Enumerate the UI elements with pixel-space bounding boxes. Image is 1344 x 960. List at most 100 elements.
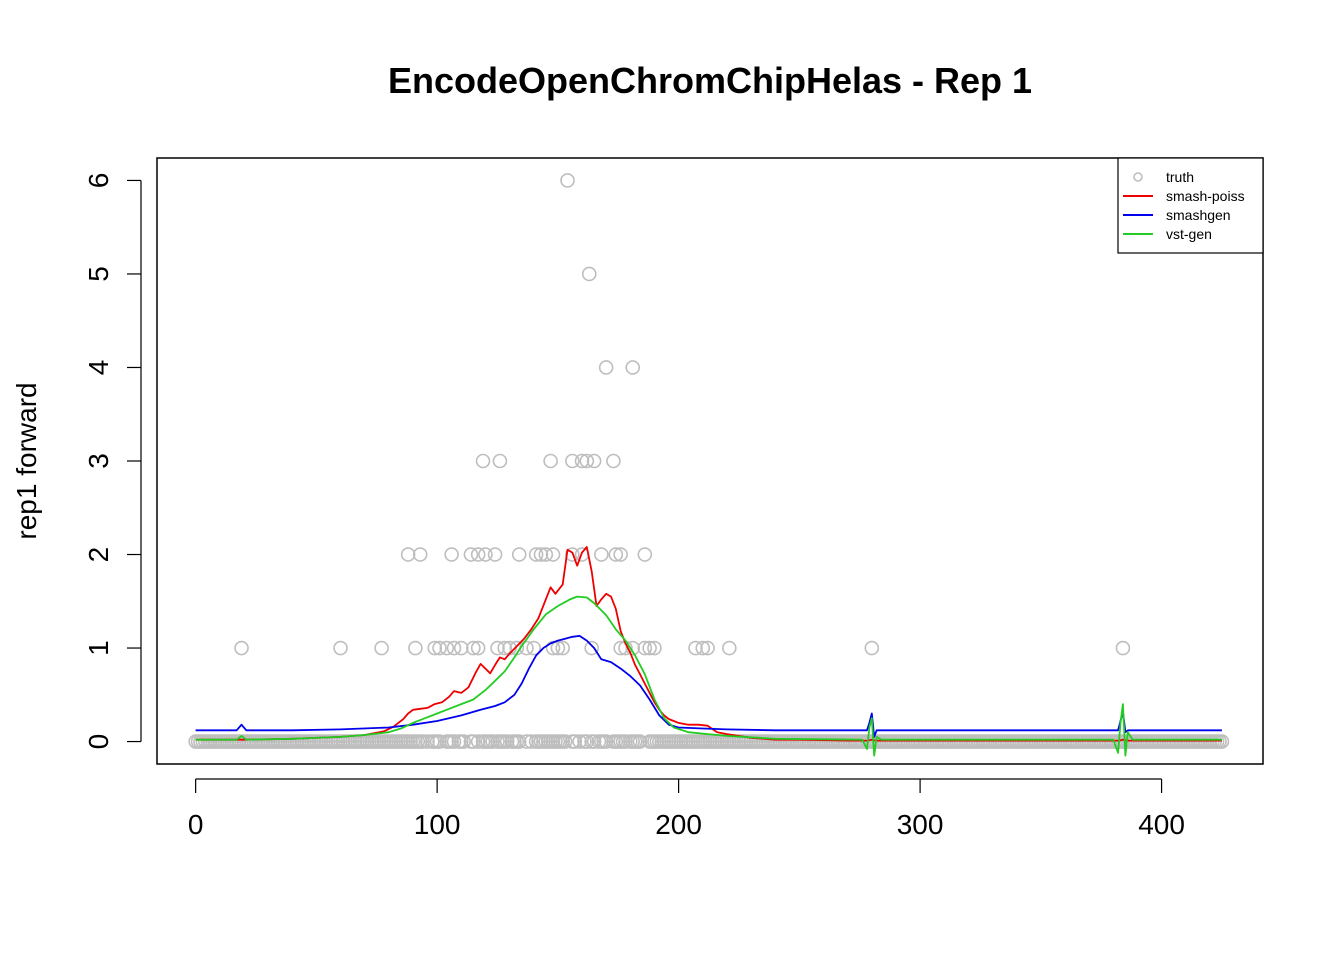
x-tick-label: 400 xyxy=(1138,809,1185,840)
truth-point xyxy=(584,640,599,656)
plot-frame xyxy=(156,157,1264,765)
legend-label-smashgen: smashgen xyxy=(1166,207,1231,223)
truth-point xyxy=(519,734,534,749)
truth-point xyxy=(408,640,423,656)
truth-point xyxy=(475,453,491,469)
truth-point xyxy=(625,640,641,656)
truth-point xyxy=(446,640,462,656)
truth-point xyxy=(444,547,459,562)
truth-point xyxy=(415,734,430,749)
truth-point xyxy=(565,453,580,469)
truth-point xyxy=(478,547,493,562)
truth-point xyxy=(567,734,583,749)
legend-label-vst-gen: vst-gen xyxy=(1166,226,1212,242)
truth-point xyxy=(688,640,703,656)
truth-point xyxy=(579,734,595,749)
truth-point xyxy=(722,640,737,656)
legend-box xyxy=(1117,157,1264,254)
truth-point xyxy=(439,640,455,656)
truth-point xyxy=(526,640,542,656)
y-axis-label: rep1 forward xyxy=(11,382,42,539)
truth-point xyxy=(581,266,597,282)
truth-point xyxy=(632,734,648,749)
truth-point xyxy=(608,547,624,562)
chart-title: EncodeOpenChromChipHelas - Rep 1 xyxy=(388,60,1032,101)
truth-point xyxy=(574,453,590,469)
truth-point xyxy=(511,734,527,749)
truth-point xyxy=(538,547,554,562)
truth-point xyxy=(524,734,539,749)
y-tick-label: 1 xyxy=(83,640,114,656)
legend-label-smash-poiss: smash-poiss xyxy=(1166,188,1245,204)
series-line-smash-poiss xyxy=(195,546,1222,742)
truth-point xyxy=(528,547,544,562)
truth-point xyxy=(1214,734,1230,749)
truth-point xyxy=(565,547,580,562)
truth-point xyxy=(618,734,633,749)
truth-points xyxy=(188,173,1230,749)
truth-point xyxy=(463,547,479,562)
y-axis: 0 1 2 3 4 5 6 xyxy=(83,173,142,750)
legend: truth smash-poiss smashgen vst-gen xyxy=(1117,157,1264,254)
truth-point xyxy=(456,734,471,749)
truth-point xyxy=(470,640,486,656)
truth-point xyxy=(470,547,486,562)
truth-point xyxy=(560,173,575,188)
truth-point xyxy=(695,640,711,656)
truth-point xyxy=(533,547,549,562)
series-lines xyxy=(195,546,1222,757)
legend-marker-truth xyxy=(1133,172,1143,182)
x-tick-label: 100 xyxy=(414,809,461,840)
truth-point xyxy=(700,640,715,656)
truth-point xyxy=(543,453,558,469)
truth-point xyxy=(606,453,621,469)
truth-point xyxy=(492,453,508,469)
truth-point xyxy=(586,453,602,469)
truth-point xyxy=(466,734,481,749)
truth-point xyxy=(490,640,505,656)
truth-point xyxy=(333,640,348,656)
truth-point xyxy=(420,734,435,749)
truth-point xyxy=(234,640,249,656)
x-tick-label: 300 xyxy=(897,809,944,840)
truth-point xyxy=(557,734,573,749)
truth-point xyxy=(598,734,614,749)
truth-point xyxy=(499,734,515,749)
truth-point xyxy=(432,640,447,656)
truth-point xyxy=(412,547,428,562)
truth-point xyxy=(427,640,443,656)
truth-point xyxy=(864,640,880,656)
truth-point xyxy=(432,734,447,749)
truth-point xyxy=(545,547,561,562)
y-tick-label: 0 xyxy=(83,734,114,750)
truth-point xyxy=(487,547,503,562)
truth-point xyxy=(625,360,641,375)
truth-point xyxy=(400,547,416,562)
truth-point xyxy=(497,640,513,656)
truth-point xyxy=(637,640,653,656)
truth-point xyxy=(374,640,389,656)
truth-point xyxy=(485,734,500,749)
y-tick-label: 2 xyxy=(83,547,114,563)
truth-point xyxy=(598,360,614,375)
truth-point xyxy=(555,640,570,656)
truth-point xyxy=(579,453,595,469)
truth-point xyxy=(466,640,481,656)
truth-point xyxy=(613,547,628,562)
legend-label-truth: truth xyxy=(1166,169,1194,185)
truth-point xyxy=(470,734,486,749)
truth-point xyxy=(1115,640,1131,656)
truth-point xyxy=(511,547,527,562)
truth-point xyxy=(572,734,587,749)
truth-point xyxy=(594,547,609,562)
truth-point xyxy=(586,734,602,749)
truth-point xyxy=(647,640,662,656)
x-tick-label: 200 xyxy=(655,809,702,840)
y-tick-label: 6 xyxy=(83,173,114,189)
y-tick-label: 5 xyxy=(83,266,114,282)
series-line-smashgen xyxy=(195,635,1222,738)
truth-point xyxy=(446,734,462,749)
x-axis: 0 100 200 300 400 xyxy=(188,778,1185,840)
y-tick-label: 3 xyxy=(83,453,114,469)
